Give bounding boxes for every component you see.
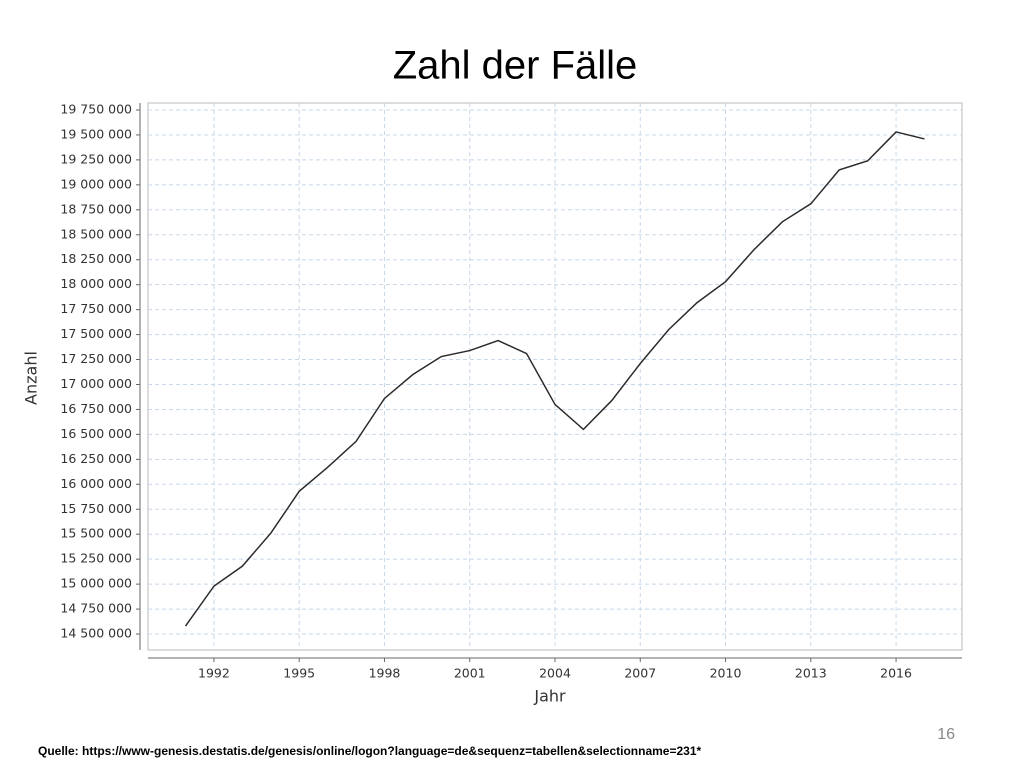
x-axis-label: Jahr (533, 687, 566, 706)
y-tick-label: 17 750 000 (60, 301, 132, 316)
x-tick-label: 2016 (880, 666, 912, 681)
y-axis-label: Anzahl (22, 351, 41, 405)
y-tick-label: 15 250 000 (60, 551, 132, 566)
x-tick-label: 1995 (283, 666, 315, 681)
y-tick-label: 18 250 000 (60, 251, 132, 266)
y-tick-label: 17 000 000 (60, 376, 132, 391)
y-tick-label: 18 000 000 (60, 276, 132, 291)
y-tick-label: 16 750 000 (60, 401, 132, 416)
y-tick-label: 15 500 000 (60, 526, 132, 541)
x-tick-label: 2007 (624, 666, 656, 681)
y-tick-label: 19 750 000 (60, 101, 132, 116)
x-tick-label: 1992 (198, 666, 230, 681)
y-tick-label: 16 000 000 (60, 476, 132, 491)
x-tick-label: 2010 (710, 666, 742, 681)
y-tick-label: 18 750 000 (60, 201, 132, 216)
y-tick-label: 15 000 000 (60, 576, 132, 591)
source-note: Quelle: https://www-genesis.destatis.de/… (38, 744, 702, 758)
x-tick-label: 2001 (454, 666, 486, 681)
y-tick-label: 19 500 000 (60, 126, 132, 141)
y-tick-label: 14 500 000 (60, 626, 132, 641)
y-tick-label: 14 750 000 (60, 601, 132, 616)
y-tick-label: 19 250 000 (60, 151, 132, 166)
data-line (184, 131, 925, 627)
y-tick-label: 16 250 000 (60, 451, 132, 466)
y-tick-label: 16 500 000 (60, 426, 132, 441)
y-tick-label: 19 000 000 (60, 176, 132, 191)
x-tick-label: 2004 (539, 666, 571, 681)
page-number: 16 (937, 726, 955, 743)
x-tick-label: 2013 (795, 666, 827, 681)
x-tick-label: 1998 (369, 666, 401, 681)
y-tick-label: 18 500 000 (60, 226, 132, 241)
chart-title: Zahl der Fälle (393, 44, 638, 88)
y-tick-label: 15 750 000 (60, 501, 132, 516)
y-tick-label: 17 250 000 (60, 351, 132, 366)
y-tick-label: 17 500 000 (60, 326, 132, 341)
